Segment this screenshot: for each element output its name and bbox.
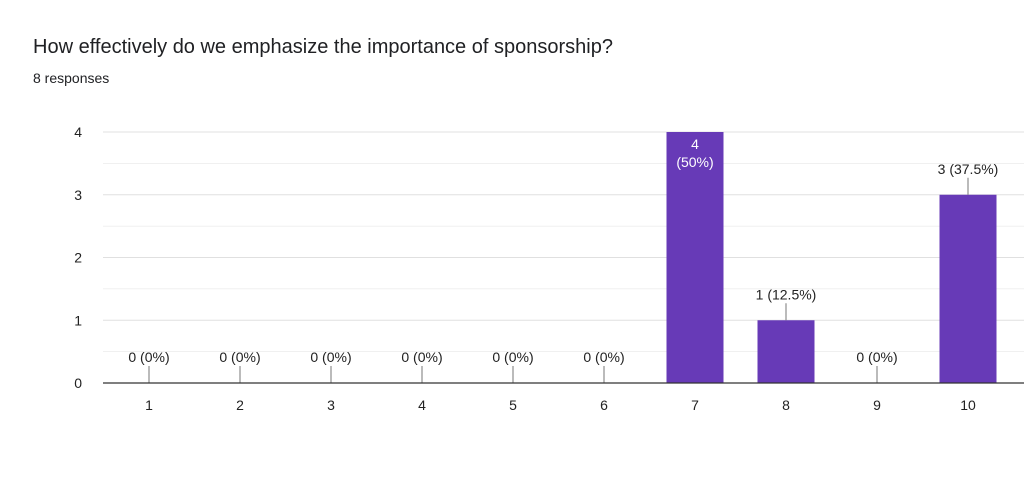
x-tick-label: 8 [782,397,790,413]
x-tick-label: 6 [600,397,608,413]
x-tick-label: 4 [418,397,426,413]
page-title: How effectively do we emphasize the impo… [33,36,613,58]
x-tick-label: 3 [327,397,335,413]
y-tick-label: 1 [74,312,82,328]
bar [757,320,815,383]
grid-lines [103,131,1024,352]
bar [939,194,997,383]
x-tick-label: 7 [691,397,699,413]
data-label: 0 (0%) [401,349,442,365]
data-label: 0 (0%) [583,349,624,365]
data-label: 3 (37.5%) [938,161,999,177]
data-label: 0 (0%) [219,349,260,365]
y-axis-ticks: 0 1 2 3 4 [74,124,82,391]
data-label: 1 (12.5%) [756,286,817,302]
label-leaders [148,177,969,383]
data-label: 4 [691,136,699,152]
x-tick-label: 1 [145,397,153,413]
data-labels: 0 (0%) 0 (0%) 0 (0%) 0 (0%) 0 (0%) 0 (0%) 4 (50… [128,136,998,365]
x-axis-ticks: 1 2 3 4 5 6 7 8 9 10 [145,397,976,413]
data-label: 0 (0%) [310,349,351,365]
data-label: (50%) [676,154,713,170]
x-tick-label: 5 [509,397,517,413]
x-tick-label: 2 [236,397,244,413]
bar [666,132,724,383]
y-tick-label: 4 [74,124,82,140]
data-label: 0 (0%) [492,349,533,365]
y-tick-label: 2 [74,250,82,266]
response-count: 8 responses [33,70,110,86]
data-label: 0 (0%) [128,349,169,365]
y-tick-label: 0 [74,375,82,391]
y-tick-label: 3 [74,187,82,203]
x-tick-label: 9 [873,397,881,413]
data-label: 0 (0%) [856,349,897,365]
bars [666,132,997,383]
x-tick-label: 10 [960,397,976,413]
